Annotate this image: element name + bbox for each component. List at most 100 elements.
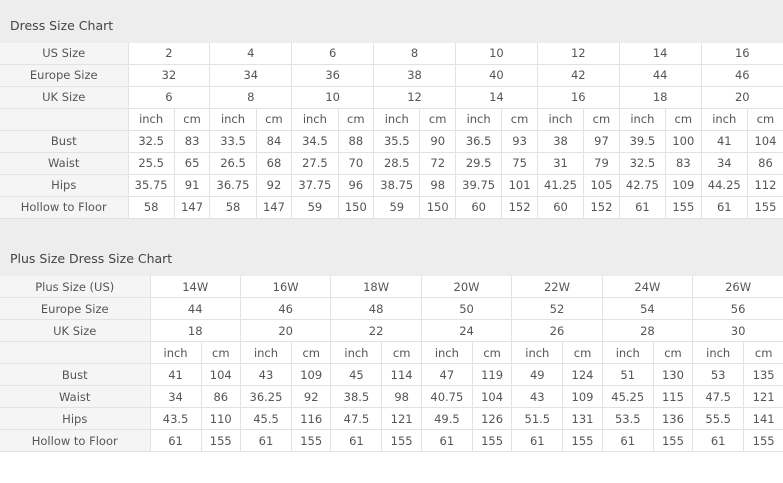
- measurement-value-cell: 51.5: [511, 407, 564, 430]
- measurement-value-cell: 39.75: [454, 173, 503, 197]
- measurement-value-cell: 152: [583, 195, 620, 219]
- measurement-value-cell: 36.75: [209, 173, 257, 197]
- measurement-value-cell: 47.5: [330, 407, 383, 430]
- measurement-value-cell: 59: [373, 195, 421, 219]
- plus-size-dress-size-chart-block: Plus Size Dress Size Chart Plus Size (US…: [0, 218, 783, 452]
- unit-header-cm: cm: [665, 107, 702, 131]
- measurement-value-cell: 43.5: [149, 407, 202, 430]
- measurement-value-cell: 36.25: [239, 385, 293, 408]
- size-value-cell: 24: [420, 319, 513, 342]
- measurement-value-cell: 114: [381, 363, 422, 386]
- measurement-value-cell: 31: [536, 151, 585, 175]
- size-row: Plus Size (US) 14W 16W 18W 20W 22W 24W 26W: [0, 276, 783, 298]
- unit-header-cm: cm: [652, 341, 694, 364]
- measurement-row: Hollow to Floor 58 147 58 147 59 150 59 150 60 152…: [0, 195, 783, 219]
- size-row: UK Size 18 20 22 24 26 28 30: [0, 319, 783, 342]
- unit-header-inch: inch: [601, 341, 654, 364]
- measurement-value-cell: 45.5: [239, 407, 293, 430]
- unit-header-inch: inch: [700, 107, 748, 131]
- measurement-value-cell: 150: [337, 195, 375, 219]
- unit-header-inch: inch: [692, 341, 745, 364]
- measurement-value-cell: 28.5: [373, 151, 421, 175]
- measurement-value-cell: 101: [501, 173, 538, 197]
- measurement-value-cell: 130: [652, 363, 694, 386]
- unit-header-inch: inch: [420, 341, 473, 364]
- size-value-cell: 22: [330, 319, 422, 342]
- size-value-cell: 28: [601, 319, 694, 342]
- size-value-cell: 32: [127, 63, 211, 87]
- measurement-value-cell: 27.5: [291, 151, 339, 175]
- size-value-cell: 26W: [692, 276, 783, 298]
- measurement-row: Hollow to Floor 61 155 61 155 61 155 61 155 61 155…: [0, 429, 783, 452]
- measurement-value-cell: 124: [562, 363, 603, 386]
- measurement-value-cell: 49.5: [420, 407, 473, 430]
- size-value-cell: 18W: [330, 276, 422, 298]
- measurement-value-cell: 105: [583, 173, 620, 197]
- measurement-value-cell: 41.25: [536, 173, 585, 197]
- unit-header-cm: cm: [746, 107, 783, 131]
- row-label: Bust: [0, 129, 129, 153]
- measurement-value-cell: 40.75: [420, 385, 473, 408]
- measurement-value-cell: 109: [562, 385, 603, 408]
- measurement-value-cell: 61: [149, 429, 202, 452]
- unit-header-inch: inch: [536, 107, 585, 131]
- plus-size-dress-size-chart-title: Plus Size Dress Size Chart: [0, 218, 783, 276]
- measurement-value-cell: 65: [173, 151, 211, 175]
- size-row: Europe Size 44 46 48 50 52 54 56: [0, 297, 783, 320]
- measurement-value-cell: 59: [291, 195, 339, 219]
- measurement-value-cell: 43: [511, 385, 564, 408]
- measurement-value-cell: 121: [381, 407, 422, 430]
- measurement-value-cell: 29.5: [454, 151, 503, 175]
- unit-header-cm: cm: [583, 107, 620, 131]
- unit-row: inch cm inch cm inch cm inch cm inch cm inch cm inch…: [0, 107, 783, 131]
- measurement-value-cell: 84: [255, 129, 293, 153]
- unit-header-inch: inch: [149, 341, 202, 364]
- measurement-value-cell: 96: [337, 173, 375, 197]
- row-label: Bust: [0, 363, 151, 386]
- measurement-value-cell: 68: [255, 151, 293, 175]
- size-row: Europe Size 32 34 36 38 40 42 44 46: [0, 63, 783, 87]
- unit-header-inch: inch: [209, 107, 257, 131]
- unit-header-inch: inch: [127, 107, 175, 131]
- size-value-cell: 22W: [511, 276, 603, 298]
- measurement-value-cell: 155: [562, 429, 603, 452]
- measurement-value-cell: 33.5: [209, 129, 257, 153]
- measurement-value-cell: 104: [746, 129, 783, 153]
- measurement-value-cell: 92: [255, 173, 293, 197]
- unit-header-inch: inch: [291, 107, 339, 131]
- measurement-value-cell: 25.5: [127, 151, 175, 175]
- size-row: UK Size 6 8 10 12 14 16 18 20: [0, 85, 783, 109]
- measurement-value-cell: 53.5: [601, 407, 654, 430]
- measurement-value-cell: 135: [743, 363, 783, 386]
- unit-header-inch: inch: [454, 107, 503, 131]
- unit-row-label-spacer: [0, 341, 151, 364]
- unit-header-cm: cm: [419, 107, 456, 131]
- plus-size-dress-size-table: Plus Size (US) 14W 16W 18W 20W 22W 24W 26W Europ…: [0, 276, 783, 452]
- size-value-cell: 18: [149, 319, 241, 342]
- row-label: Hollow to Floor: [0, 429, 151, 452]
- size-value-cell: 44: [618, 63, 702, 87]
- measurement-value-cell: 58: [209, 195, 257, 219]
- unit-header-cm: cm: [501, 107, 538, 131]
- measurement-value-cell: 43: [239, 363, 293, 386]
- measurement-value-cell: 42.75: [618, 173, 667, 197]
- measurement-value-cell: 86: [200, 385, 241, 408]
- size-value-cell: 10: [291, 85, 375, 109]
- measurement-value-cell: 155: [652, 429, 694, 452]
- measurement-value-cell: 36.5: [454, 129, 503, 153]
- measurement-value-cell: 90: [419, 129, 456, 153]
- size-value-cell: 4: [209, 42, 293, 65]
- row-label: Hips: [0, 407, 151, 430]
- size-value-cell: 18: [618, 85, 702, 109]
- measurement-value-cell: 79: [583, 151, 620, 175]
- size-value-cell: 20W: [420, 276, 513, 298]
- measurement-value-cell: 60: [536, 195, 585, 219]
- measurement-value-cell: 49: [511, 363, 564, 386]
- size-value-cell: 26: [511, 319, 603, 342]
- size-value-cell: 42: [536, 63, 620, 87]
- measurement-value-cell: 110: [200, 407, 241, 430]
- dress-size-chart-block: Dress Size Chart US Size 2 4 6 8 10 12 14 16 Euro…: [0, 0, 783, 219]
- size-value-cell: 36: [291, 63, 375, 87]
- size-value-cell: 52: [511, 297, 603, 320]
- measurement-value-cell: 61: [692, 429, 745, 452]
